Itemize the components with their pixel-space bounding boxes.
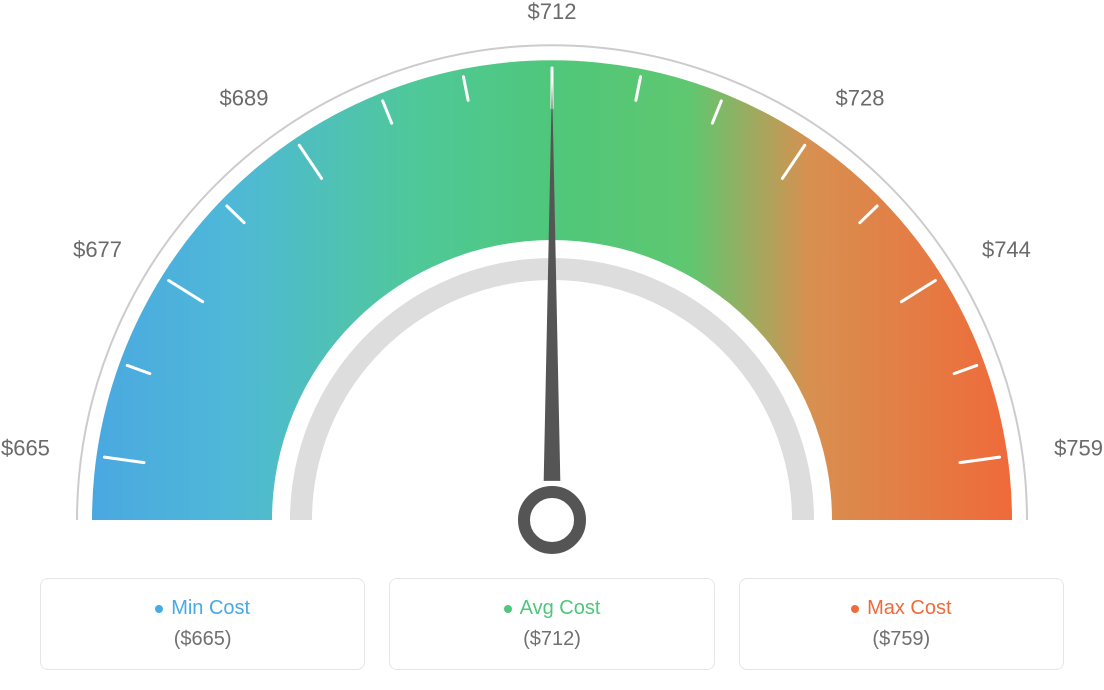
legend-label-avg: Avg Cost <box>504 597 601 620</box>
legend-value-max: ($759) <box>752 628 1051 651</box>
svg-text:$728: $728 <box>836 85 885 110</box>
legend-card-avg: Avg Cost ($712) <box>389 578 714 670</box>
svg-text:$665: $665 <box>1 435 50 460</box>
svg-text:$744: $744 <box>982 237 1031 262</box>
legend-card-max: Max Cost ($759) <box>739 578 1064 670</box>
svg-text:$759: $759 <box>1054 435 1103 460</box>
svg-text:$677: $677 <box>73 237 122 262</box>
gauge-chart: $665 $677 $689 $712 $728 $744 $759 <box>0 0 1104 560</box>
gauge-svg: $665 $677 $689 $712 $728 $744 $759 <box>0 0 1104 560</box>
legend-value-avg: ($712) <box>402 628 701 651</box>
legend-value-min: ($665) <box>53 628 352 651</box>
svg-text:$689: $689 <box>220 85 269 110</box>
legend-label-max: Max Cost <box>851 597 951 620</box>
legend-card-min: Min Cost ($665) <box>40 578 365 670</box>
legend-label-min: Min Cost <box>155 597 250 620</box>
svg-text:$712: $712 <box>528 0 577 24</box>
legend-row: Min Cost ($665) Avg Cost ($712) Max Cost… <box>40 578 1064 670</box>
